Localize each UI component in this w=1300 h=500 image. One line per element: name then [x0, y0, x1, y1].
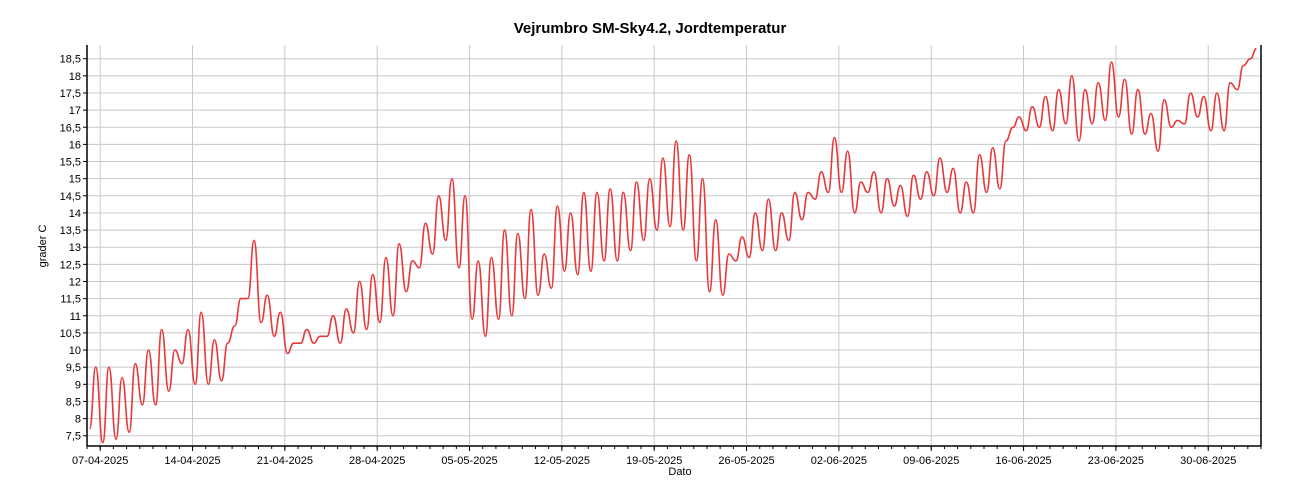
x-tick-label: 02-06-2025: [811, 455, 867, 467]
x-tick-label: 12-05-2025: [534, 455, 590, 467]
y-tick-label: 12: [69, 276, 81, 288]
axis-layer: 7,5 8 8,5 9 9,5 10 10,5 11 11,5 12 12,5 13 13,5 14 14,…: [60, 45, 1262, 467]
y-tick-label: 12,5: [60, 259, 81, 271]
x-tick-label: 14-04-2025: [164, 455, 220, 467]
plot-area: [87, 45, 1261, 446]
series-layer: [88, 47, 1257, 444]
y-tick-label: 10: [69, 345, 81, 357]
y-tick-label: 16,5: [60, 122, 81, 134]
y-tick-label: 15: [69, 174, 81, 186]
y-tick-label: 14: [69, 208, 81, 220]
y-tick-label: 13: [69, 242, 81, 254]
y-tick-label: 9: [75, 379, 81, 391]
y-tick-label: 18: [69, 71, 81, 83]
series-line-0: [88, 47, 1257, 444]
x-tick-label: 09-06-2025: [903, 455, 959, 467]
x-tick-label: 30-06-2025: [1180, 455, 1236, 467]
x-tick-label: 05-05-2025: [441, 455, 497, 467]
y-tick-label: 17,5: [60, 88, 81, 100]
y-tick-label: 11,5: [60, 294, 81, 306]
y-tick-label: 17: [69, 105, 81, 117]
y-tick-label: 7,5: [66, 431, 81, 443]
x-tick-label: 26-05-2025: [718, 455, 774, 467]
x-tick-label: 23-06-2025: [1088, 455, 1144, 467]
y-tick-label: 8: [75, 414, 81, 426]
y-tick-label: 13,5: [60, 225, 81, 237]
x-tick-label: 07-04-2025: [72, 455, 128, 467]
y-tick-label: 14,5: [60, 191, 81, 203]
y-tick-label: 15,5: [60, 157, 81, 169]
x-tick-label: 21-04-2025: [257, 455, 313, 467]
y-tick-label: 9,5: [66, 362, 81, 374]
x-axis-label: Dato: [668, 466, 692, 478]
x-tick-label: 16-06-2025: [995, 455, 1051, 467]
y-tick-label: 10,5: [60, 328, 81, 340]
y-tick-label: 16: [69, 139, 81, 151]
x-tick-label: 19-05-2025: [626, 455, 682, 467]
x-tick-label: 28-04-2025: [349, 455, 405, 467]
grid-layer: [87, 45, 1261, 446]
y-tick-label: 11: [70, 311, 81, 323]
y-tick-label: 8,5: [66, 396, 81, 408]
chart-title: Vejrumbro SM-Sky4.2, Jordtemperatur: [513, 20, 787, 37]
y-tick-label: 18,5: [60, 54, 81, 66]
